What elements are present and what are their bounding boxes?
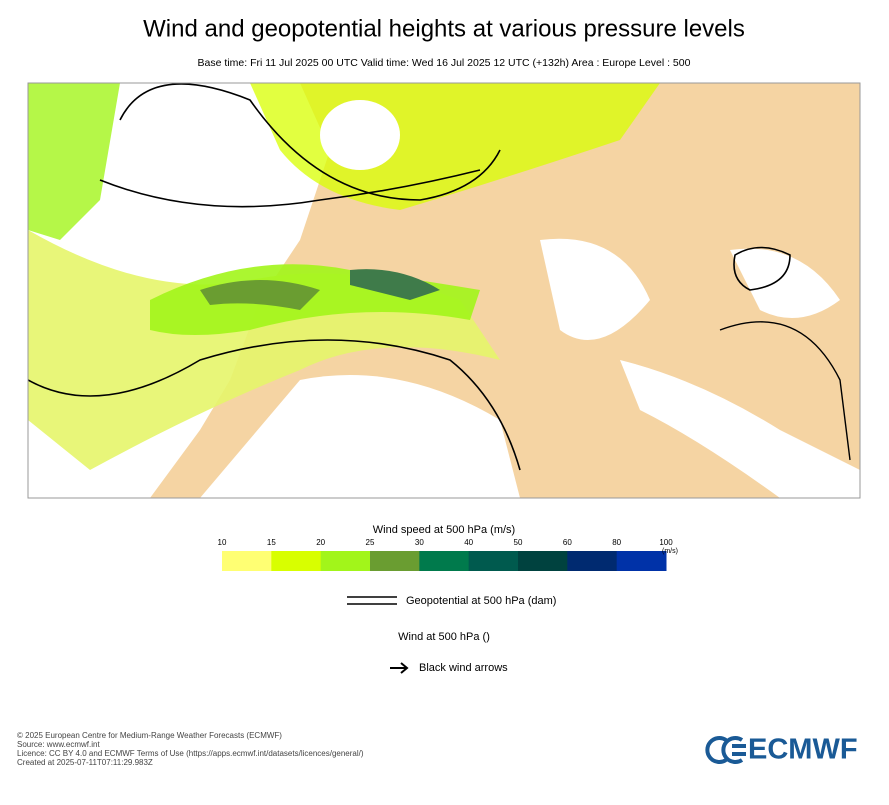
logo-text: ECMWF (748, 734, 858, 766)
legend-label: Wind at 500 hPa () (398, 631, 490, 643)
colorbar-tick-label: 25 (366, 538, 375, 547)
colorbar-bin (567, 551, 618, 571)
colorbar-bin (616, 551, 667, 571)
colorbar-bin (518, 551, 568, 571)
colorbar-bin (370, 551, 420, 571)
colorbar-tick-label: 15 (267, 538, 276, 547)
colorbar-tick-label: 40 (464, 538, 473, 547)
colorbar-tick-label: 100 (659, 538, 673, 547)
colorbar: 10 15 20 25 30 40 50 60 80 100(m/s) (218, 538, 678, 571)
map (27, 82, 861, 499)
colorbar-bin (320, 551, 371, 571)
title: Wind and geopotential heights at various… (143, 15, 745, 42)
footer-line: Source: www.ecmwf.int (17, 740, 100, 749)
colorbar-tick-label: 30 (415, 538, 424, 547)
footer-line: © 2025 European Centre for Medium-Range … (17, 731, 282, 740)
colorbar-unit: (m/s) (662, 548, 678, 555)
colorbar-bin (271, 551, 322, 571)
legend-arrow (390, 662, 409, 674)
colorbar-title: Wind speed at 500 hPa (m/s) (373, 524, 515, 536)
colorbar-tick-label: 80 (612, 538, 621, 547)
colorbar-tick-label: 10 (218, 538, 227, 547)
legend-label: Geopotential at 500 hPa (dam) (406, 595, 556, 607)
footer-line: Created at 2025-07-11T07:11:29.983Z (17, 758, 153, 767)
colorbar-bin (222, 551, 272, 571)
logo: ECMWF (705, 734, 858, 766)
legend-label: Black wind arrows (419, 662, 508, 674)
colorbar-tick-label: 20 (316, 538, 325, 547)
colorbar-bin (468, 551, 519, 571)
colorbar-bin (419, 551, 470, 571)
colorbar-tick-label: 50 (514, 538, 523, 547)
colorbar-tick-label: 60 (563, 538, 572, 547)
footer-line: Licence: CC BY 4.0 and ECMWF Terms of Us… (17, 749, 364, 758)
subtitle: Base time: Fri 11 Jul 2025 00 UTC Valid … (198, 57, 691, 69)
